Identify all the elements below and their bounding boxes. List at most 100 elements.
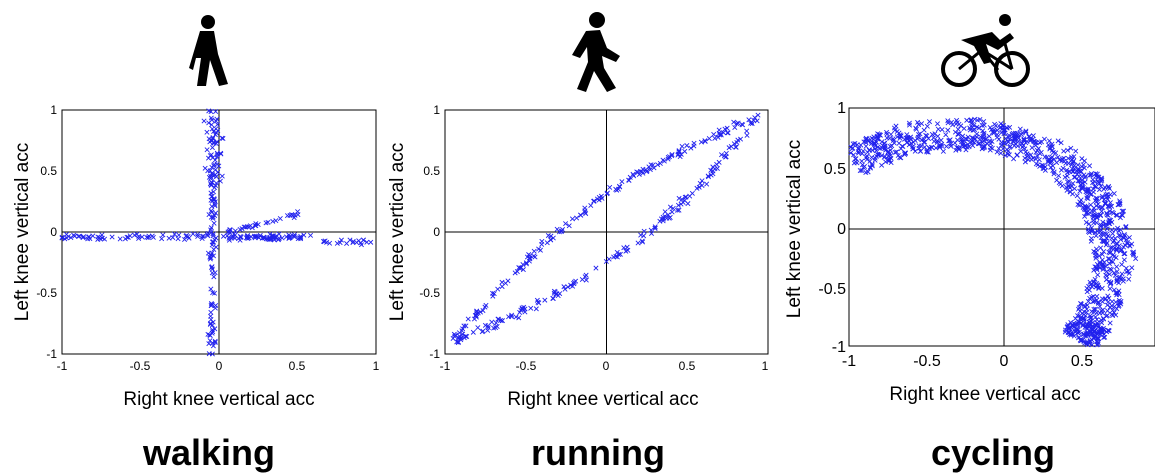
walking-data-point bbox=[271, 234, 277, 240]
running-data-point bbox=[471, 316, 477, 322]
cycling-data-point bbox=[1059, 183, 1065, 189]
cycling-data-point bbox=[1051, 169, 1057, 175]
running-data-point bbox=[725, 130, 731, 136]
cycling-data-point bbox=[1002, 130, 1008, 136]
walking-data-point bbox=[190, 231, 196, 237]
walking-data-point bbox=[360, 237, 366, 243]
cycling-data-point bbox=[918, 143, 924, 149]
cycling-data-point bbox=[1083, 333, 1089, 339]
cycling-data-point bbox=[1094, 220, 1100, 226]
walking-data-point bbox=[210, 239, 216, 245]
running-data-point bbox=[648, 227, 654, 233]
cycling-data-point bbox=[884, 131, 890, 137]
running-data-point bbox=[724, 125, 730, 131]
cycling-y-tick-label: -1 bbox=[832, 339, 846, 356]
running-data-point bbox=[464, 334, 470, 340]
running-data-point bbox=[582, 209, 588, 215]
cycling-data-point bbox=[1111, 304, 1117, 310]
cycling-data-point bbox=[1100, 316, 1106, 322]
cycling-activity-label: cycling bbox=[931, 432, 1055, 473]
running-data-point bbox=[669, 152, 675, 158]
cycling-data-point bbox=[1068, 145, 1074, 151]
walking-data-point bbox=[286, 234, 292, 240]
cycling-data-point bbox=[1029, 145, 1035, 151]
cycling-data-point bbox=[1093, 233, 1099, 239]
cycling-data-point bbox=[879, 162, 885, 168]
running-person-icon bbox=[572, 12, 620, 92]
cycling-data-point bbox=[1053, 150, 1059, 156]
running-data-point bbox=[544, 240, 550, 246]
running-data-point bbox=[579, 276, 585, 283]
walking-data-point bbox=[320, 238, 327, 244]
cycling-data-point bbox=[1062, 329, 1068, 335]
walking-data-point bbox=[347, 237, 353, 243]
walking-data-point bbox=[217, 178, 223, 184]
running-data-point bbox=[752, 115, 758, 121]
walking-data-point bbox=[166, 235, 172, 241]
cycling-data-point bbox=[1045, 158, 1051, 164]
cycling-data-point bbox=[1022, 146, 1028, 152]
cycling-data-point bbox=[922, 139, 928, 145]
walking-data-point bbox=[109, 234, 115, 240]
cycling-data-point bbox=[1066, 330, 1072, 336]
walking-data-point bbox=[210, 233, 216, 239]
cycling-data-point bbox=[1076, 306, 1082, 312]
walking-data-point bbox=[253, 221, 259, 227]
cycling-data-point bbox=[925, 149, 931, 155]
cycling-data-point bbox=[875, 131, 881, 137]
running-x-tick-label: -1 bbox=[440, 359, 451, 373]
cycling-data-point bbox=[943, 143, 949, 149]
running-data-point bbox=[680, 199, 686, 205]
running-x-tick-label: 0 bbox=[603, 359, 610, 373]
cycling-data-point bbox=[1021, 136, 1027, 142]
walking-data-point bbox=[206, 351, 212, 357]
cycling-data-point bbox=[972, 136, 978, 142]
running-data-point bbox=[641, 233, 647, 239]
cycling-data-point bbox=[1056, 173, 1062, 179]
cycling-data-point bbox=[1026, 134, 1032, 140]
running-data-point bbox=[711, 131, 717, 137]
walking-data-point bbox=[270, 218, 276, 224]
cycling-data-point bbox=[924, 133, 930, 139]
cycling-data-point bbox=[954, 144, 960, 150]
cycling-data-point bbox=[1121, 208, 1127, 214]
cycling-plot-area bbox=[848, 107, 1155, 347]
cycling-data-point bbox=[1065, 322, 1071, 328]
cycling-data-point bbox=[1123, 269, 1130, 275]
cycling-data-point bbox=[865, 138, 871, 144]
running-data-point bbox=[531, 248, 537, 254]
running-data-point bbox=[731, 119, 737, 125]
cycling-data-point bbox=[926, 119, 933, 125]
cycling-data-point bbox=[875, 151, 881, 157]
walking-data-point bbox=[176, 232, 182, 238]
running-data-point bbox=[617, 184, 623, 190]
cycling-data-point bbox=[955, 126, 961, 132]
running-data-point bbox=[682, 148, 688, 154]
walking-data-point bbox=[205, 233, 211, 239]
running-data-point bbox=[520, 267, 526, 273]
cycling-data-point bbox=[1073, 148, 1079, 154]
cycling-data-point bbox=[1068, 154, 1074, 160]
running-data-point bbox=[635, 240, 641, 246]
cycling-y-tick-label: 0.5 bbox=[824, 161, 846, 178]
running-data-point bbox=[648, 162, 654, 168]
cycling-data-point bbox=[888, 160, 894, 166]
cycling-data-point bbox=[1085, 298, 1091, 304]
cycling-data-point bbox=[970, 143, 976, 149]
walking-data-point bbox=[273, 218, 279, 224]
running-data-point bbox=[657, 160, 663, 166]
walking-data-point bbox=[226, 235, 232, 241]
walking-data-point bbox=[199, 233, 205, 240]
running-data-point bbox=[688, 145, 694, 151]
cycling-data-point bbox=[912, 148, 918, 154]
cycling-data-point bbox=[1099, 285, 1105, 291]
walking-data-point bbox=[81, 234, 87, 240]
cycling-data-point bbox=[1117, 233, 1123, 239]
cycling-data-point bbox=[1017, 126, 1023, 132]
cycling-data-point bbox=[938, 137, 944, 143]
cycling-data-point bbox=[1075, 313, 1081, 319]
running-data-point bbox=[665, 154, 671, 160]
cycling-y-tick-label: 0 bbox=[837, 221, 846, 238]
walking-x-tick-label: -0.5 bbox=[130, 359, 151, 373]
walking-data-point bbox=[241, 224, 247, 230]
